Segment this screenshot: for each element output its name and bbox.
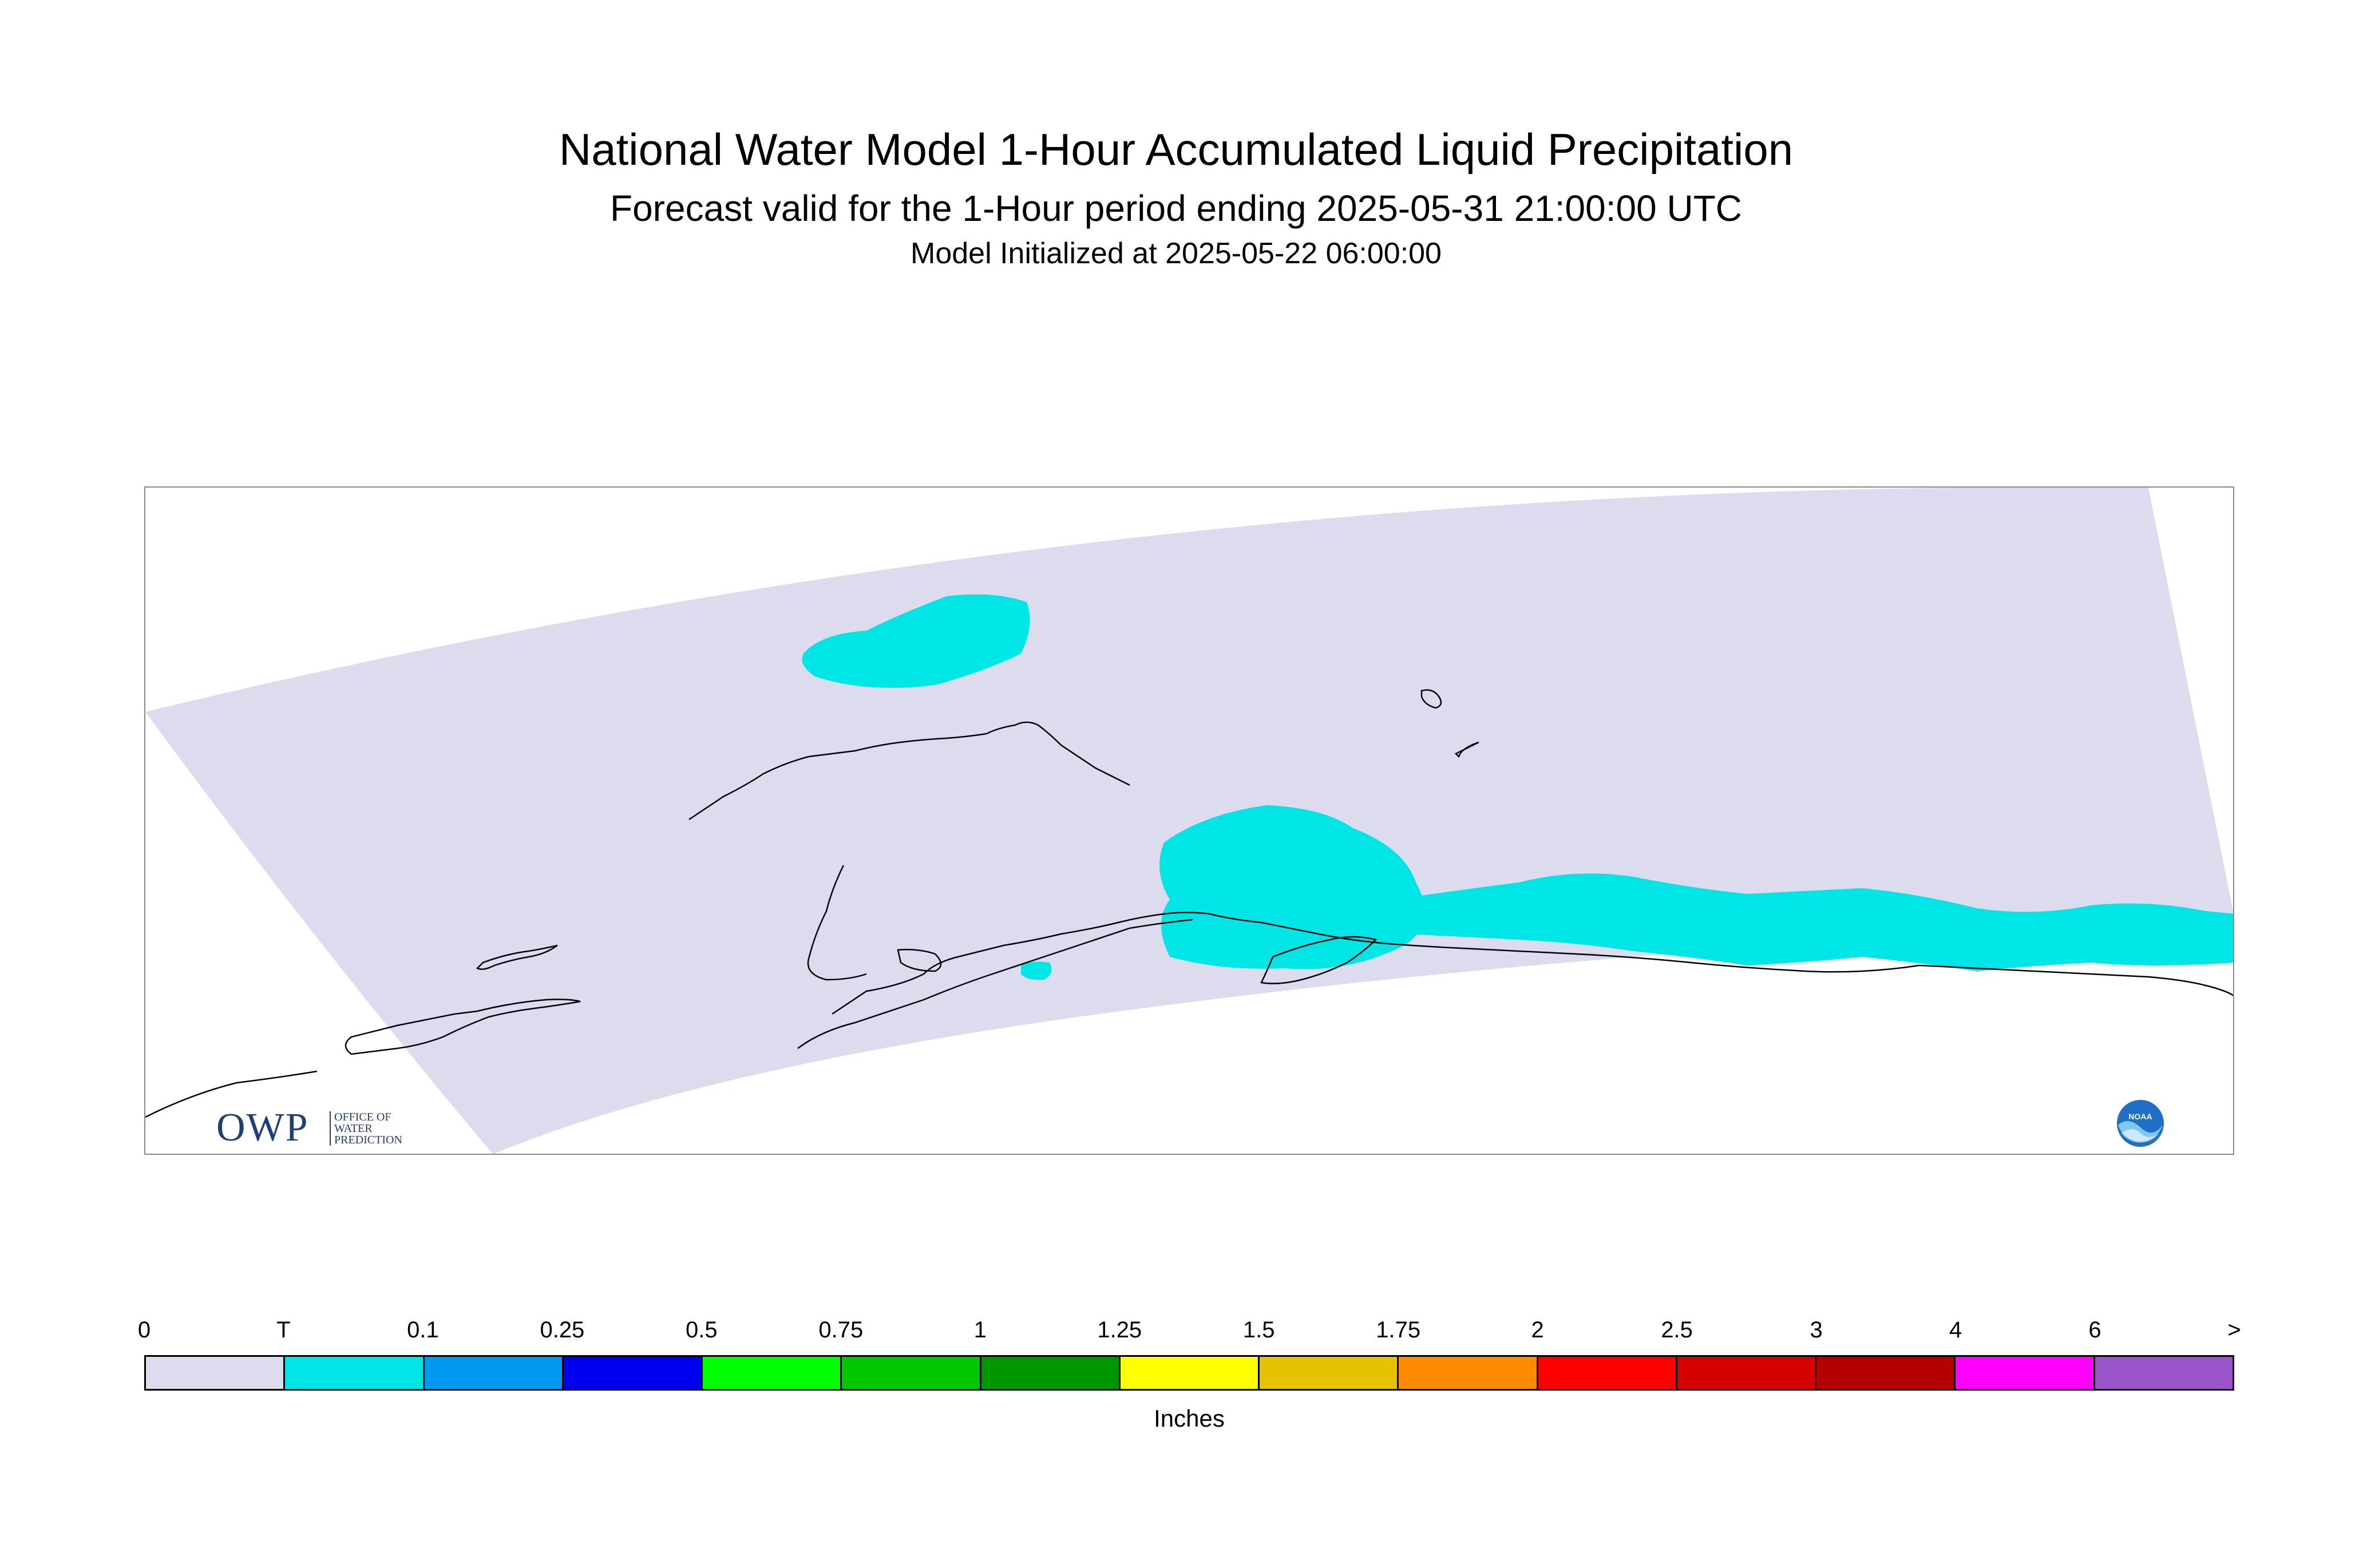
colorbar-swatch — [1536, 1357, 1676, 1389]
colorbar-tick-label: 4 — [1949, 1317, 1962, 1343]
precip-area-small-west — [1021, 961, 1052, 980]
coastline-island-north-1 — [1420, 689, 1442, 709]
colorbar-tick-label: 1 — [973, 1317, 987, 1343]
coastline-island-3 — [897, 949, 942, 972]
coastline-island-2 — [476, 944, 558, 970]
colorbar-tick-label: 2 — [1531, 1317, 1544, 1343]
colorbar-tick-label: 1.25 — [1097, 1317, 1142, 1343]
domain-outside-right — [2148, 488, 2233, 911]
map-title: National Water Model 1-Hour Accumulated … — [559, 124, 1794, 175]
colorbar-swatch — [1675, 1357, 1815, 1389]
model-domain — [145, 488, 2233, 1154]
colorbar-swatch — [701, 1357, 841, 1389]
colorbar-units-label: Inches — [1154, 1405, 1225, 1432]
colorbar-tick-label: 0.25 — [540, 1317, 585, 1343]
coastline-island-north-2 — [1454, 741, 1479, 758]
colorbar-tick-label: > — [2227, 1317, 2241, 1343]
colorbar-swatch — [283, 1357, 423, 1389]
owp-line-2: WATER — [334, 1122, 373, 1135]
owp-logo-letters: OWP — [216, 1106, 309, 1150]
colorbar-swatch — [840, 1357, 980, 1389]
colorbar-swatch — [979, 1357, 1119, 1389]
colorbar-swatch — [1118, 1357, 1258, 1389]
noaa-logo: NOAA — [2116, 1099, 2165, 1148]
colorbar-tick-label: 6 — [2088, 1317, 2101, 1343]
coastline-mainland — [145, 912, 2233, 1118]
owp-line-1: OFFICE OF — [334, 1111, 391, 1123]
colorbar-swatch — [1954, 1357, 2093, 1389]
precip-area-coast — [1393, 873, 2233, 971]
precip-areas — [802, 594, 2233, 980]
coastline-alaska-peninsula — [797, 918, 1193, 1050]
map-panel — [144, 486, 2234, 1155]
colorbar-swatch — [146, 1357, 284, 1389]
colorbar-swatch — [2093, 1357, 2232, 1389]
coastlines — [145, 689, 2233, 1118]
colorbar-tick-label: 1.75 — [1376, 1317, 1421, 1343]
colorbar-tick-label: 2.5 — [1661, 1317, 1693, 1343]
noaa-emblem-icon: NOAA — [2117, 1100, 2164, 1147]
model-init-line: Model Initialized at 2025-05-22 06:00:00 — [911, 237, 1442, 270]
colorbar-swatch — [1258, 1357, 1398, 1389]
precip-area-north — [802, 594, 1030, 688]
colorbar-tick-label: 1.5 — [1242, 1317, 1275, 1343]
colorbar-tick-label: 0.1 — [407, 1317, 439, 1343]
owp-logo: OWP OFFICE OF WATER PREDICTION — [216, 1108, 428, 1148]
coastline-island-1 — [345, 999, 581, 1055]
colorbar-swatch — [1397, 1357, 1537, 1389]
colorbar-tick-label: 3 — [1810, 1317, 1823, 1343]
colorbar-tick-label: 0 — [137, 1317, 151, 1343]
colorbar — [144, 1355, 2234, 1391]
colorbar-tick-label: T — [276, 1317, 291, 1343]
colorbar-tick-label: 0.75 — [818, 1317, 864, 1343]
colorbar-swatch — [1815, 1357, 1954, 1389]
precip-area-central — [1159, 805, 1425, 969]
coastline-island-kodiak — [1260, 936, 1378, 984]
colorbar-swatch — [422, 1357, 562, 1389]
coastline-western — [688, 721, 1130, 981]
map-svg — [145, 488, 2233, 1154]
owp-line-3: PREDICTION — [334, 1134, 402, 1146]
svg-text:NOAA: NOAA — [2128, 1112, 2152, 1121]
domain-outside-left — [145, 712, 493, 1154]
colorbar-tick-label: 0.5 — [686, 1317, 718, 1343]
colorbar-swatch — [561, 1357, 702, 1389]
forecast-valid-line: Forecast valid for the 1-Hour period end… — [609, 188, 1743, 229]
owp-logo-subtitle: OFFICE OF WATER PREDICTION — [330, 1111, 402, 1146]
